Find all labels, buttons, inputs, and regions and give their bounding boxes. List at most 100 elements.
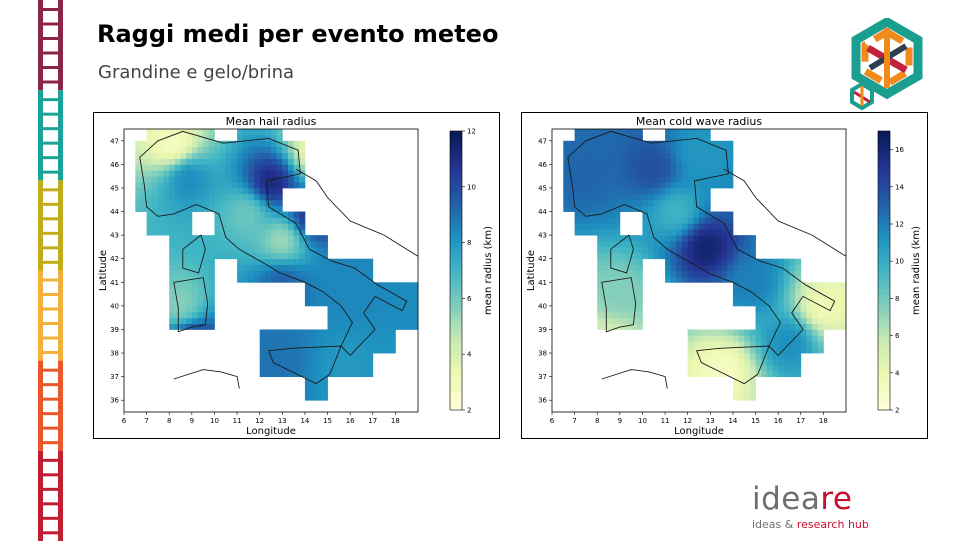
heatmap-cell [248, 229, 255, 236]
heatmap-cell [237, 134, 244, 142]
heatmap-cell [254, 134, 261, 142]
heatmap-cell [840, 311, 847, 319]
ladder-rung [38, 231, 63, 235]
heatmap-cell [225, 176, 232, 183]
heatmap-cell [642, 140, 649, 148]
heatmap-cell [220, 246, 227, 254]
heatmap-cell [755, 323, 762, 330]
heatmap-cell [254, 258, 261, 266]
heatmap-cell [642, 146, 649, 153]
heatmap-cell [259, 176, 266, 183]
heatmap-cell [254, 182, 261, 189]
heatmap-cell [738, 270, 745, 277]
heatmap-cell [333, 358, 340, 366]
heatmap-cell [163, 158, 170, 165]
heatmap-cell [248, 223, 255, 230]
heatmap-cell [659, 164, 666, 171]
heatmap-cell [704, 364, 711, 372]
ladder-rung [38, 202, 63, 206]
heatmap-cell [721, 158, 728, 165]
heatmap-cell [591, 170, 598, 177]
heatmap-cell [327, 329, 334, 336]
heatmap-cell [344, 341, 351, 348]
heatmap-cell [608, 205, 615, 212]
heatmap-cell [180, 152, 187, 159]
heatmap-cell [715, 223, 723, 230]
heatmap-cell [636, 276, 643, 283]
heatmap-cell [304, 241, 311, 248]
heatmap-cell [778, 358, 785, 366]
heatmap-cell [687, 199, 694, 207]
heatmap-cell [208, 205, 215, 212]
heatmap-cell [715, 258, 723, 266]
heatmap-cell [597, 146, 604, 153]
heatmap-cell [625, 252, 632, 260]
heatmap-cell [208, 294, 215, 301]
heatmap-cell [287, 235, 295, 242]
heatmap-cell [180, 164, 187, 171]
heatmap-cell [693, 246, 700, 254]
heatmap-cell [687, 364, 694, 372]
heatmap-cell [682, 176, 689, 183]
heatmap-cell [795, 264, 802, 271]
heatmap-cell [344, 347, 351, 354]
heatmap-cell [163, 129, 170, 136]
heatmap-cell [602, 176, 609, 183]
heatmap-cell [636, 176, 643, 183]
heatmap-cell [304, 276, 311, 283]
heatmap-cell [670, 270, 677, 277]
heatmap-cell [163, 170, 170, 177]
heatmap-cell [665, 199, 672, 207]
heatmap-cell [710, 152, 717, 159]
heatmap-cell [321, 382, 328, 389]
heatmap-cell [186, 323, 193, 330]
heatmap-cell [299, 140, 306, 148]
heatmap-cell [580, 176, 587, 183]
heatmap-cell [817, 299, 824, 307]
heatmap-cell [355, 288, 362, 295]
heatmap-cell [625, 323, 632, 330]
colorbar-segment [450, 405, 462, 411]
heatmap-cell [789, 329, 796, 336]
heatmap-cell [699, 270, 706, 277]
heatmap-cell [659, 152, 666, 159]
heatmap-cell [271, 205, 278, 212]
heatmap-cell [614, 199, 621, 207]
heatmap-cell [721, 264, 728, 271]
heatmap-cell [378, 341, 385, 348]
heatmap-cell [163, 152, 170, 159]
heatmap-cell [721, 270, 728, 277]
colorbar-segment [450, 354, 462, 360]
heatmap-cell [389, 317, 396, 324]
heatmap-cell [704, 199, 711, 207]
heatmap-cell [152, 152, 159, 159]
heatmap-cell [237, 146, 244, 153]
heatmap-cell [761, 347, 768, 354]
heatmap-cell [384, 323, 391, 330]
heatmap-cell [146, 176, 153, 183]
heatmap-cell [574, 199, 581, 207]
heatmap-cell [191, 299, 198, 307]
heatmap-cell [367, 370, 374, 378]
heatmap-cell [287, 329, 295, 336]
heatmap-cell [704, 358, 711, 366]
heatmap-cell [614, 258, 621, 266]
heatmap-cell [186, 317, 193, 324]
heatmap-cell [715, 276, 723, 283]
heatmap-cell [602, 152, 609, 159]
colorbar-segment [450, 275, 462, 281]
heatmap-cell [840, 294, 847, 301]
heatmap-cell [732, 246, 739, 254]
heatmap-cell [602, 264, 609, 271]
heatmap-cell [327, 311, 334, 319]
heatmap-cell [146, 129, 153, 136]
heatmap-cell [789, 258, 796, 266]
heatmap-cell [186, 176, 193, 183]
heatmap-cell [203, 193, 210, 201]
heatmap-cell [146, 193, 153, 201]
heatmap-cell [710, 223, 717, 230]
heatmap-cell [169, 294, 176, 301]
heatmap-cell [766, 329, 773, 336]
heatmap-cell [180, 282, 187, 289]
heatmap-cell [699, 276, 706, 283]
